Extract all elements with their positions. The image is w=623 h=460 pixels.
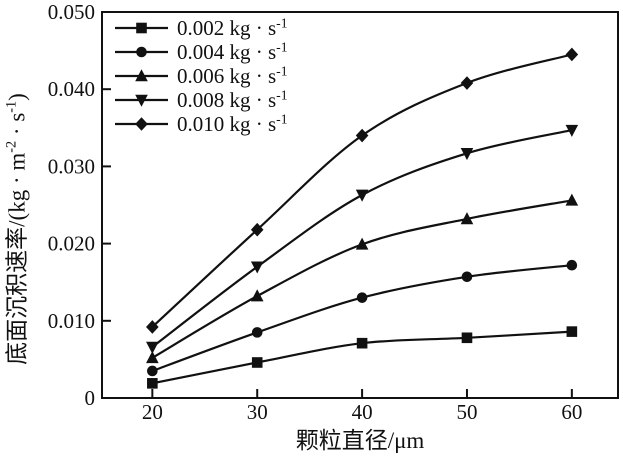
data-point-marker bbox=[251, 327, 263, 338]
axis-title-sup: -2 bbox=[3, 140, 20, 153]
data-point-marker bbox=[251, 357, 263, 368]
y-tick-label: 0 bbox=[85, 386, 96, 410]
data-point-marker bbox=[146, 341, 159, 354]
plot-frame bbox=[101, 11, 619, 399]
x-tick-label: 20 bbox=[142, 400, 163, 424]
data-point-marker bbox=[566, 326, 578, 337]
data-point-marker bbox=[250, 289, 264, 302]
data-point-marker bbox=[250, 261, 264, 274]
axis-title-text: 底面沉积速率/(kg · m bbox=[4, 152, 30, 365]
legend-marker-icon bbox=[136, 22, 147, 34]
y-tick-label: 0.040 bbox=[48, 77, 95, 101]
data-point-marker bbox=[461, 332, 473, 344]
data-point-marker bbox=[565, 47, 579, 62]
data-point-marker bbox=[565, 193, 579, 206]
legend-marker-icon bbox=[136, 46, 147, 58]
legend-item: 0.002 kg · s-1 bbox=[115, 15, 288, 40]
legend-item: 0.006 kg · s-1 bbox=[115, 63, 288, 88]
legend-label: 0.006 kg · s-1 bbox=[177, 63, 288, 88]
y-tick-label: 0.050 bbox=[48, 0, 95, 24]
data-point-marker bbox=[147, 365, 158, 377]
data-point-marker bbox=[460, 147, 474, 161]
data-point-marker bbox=[460, 76, 474, 90]
data-point-marker bbox=[146, 351, 159, 364]
x-tick-label: 30 bbox=[247, 400, 268, 424]
data-point-marker bbox=[461, 271, 473, 283]
legend-item: 0.008 kg · s-1 bbox=[115, 87, 288, 112]
data-point-marker bbox=[460, 212, 474, 225]
x-tick-label: 40 bbox=[352, 400, 373, 424]
data-point-marker bbox=[146, 320, 159, 334]
legend-marker-icon bbox=[135, 94, 148, 107]
y-tick-label: 0.030 bbox=[48, 154, 95, 178]
legend-label: 0.004 kg · s-1 bbox=[177, 39, 288, 64]
data-point-marker bbox=[356, 292, 368, 303]
axis-title-text: 颗粒直径/μm bbox=[295, 428, 425, 453]
y-tick-label: 0.020 bbox=[48, 232, 95, 256]
legend-label: 0.002 kg · s-1 bbox=[177, 15, 288, 40]
y-axis-title: 底面沉积速率/(kg · m-2 · s-1) bbox=[3, 93, 30, 365]
axis-title-sup: -1 bbox=[3, 100, 20, 113]
legend-marker-icon bbox=[135, 117, 148, 131]
legend-item: 0.010 kg · s-1 bbox=[115, 111, 288, 136]
axis-title-text: ) bbox=[4, 93, 30, 101]
legend-item: 0.004 kg · s-1 bbox=[115, 39, 288, 64]
data-point-marker bbox=[566, 259, 578, 271]
x-tick-label: 60 bbox=[561, 400, 582, 424]
series-line-1 bbox=[151, 264, 573, 373]
series-line-2 bbox=[151, 199, 573, 359]
data-point-marker bbox=[565, 124, 579, 137]
legend-label: 0.008 kg · s-1 bbox=[177, 87, 288, 112]
legend-marker-icon bbox=[135, 69, 148, 82]
data-point-marker bbox=[355, 128, 369, 143]
data-point-marker bbox=[355, 237, 369, 250]
data-point-marker bbox=[355, 189, 369, 202]
data-point-marker bbox=[356, 337, 368, 349]
y-tick-label: 0.010 bbox=[48, 309, 95, 333]
legend-label: 0.010 kg · s-1 bbox=[177, 111, 288, 136]
x-axis-title: 颗粒直径/μm bbox=[102, 428, 618, 453]
data-point-marker bbox=[250, 222, 264, 237]
data-point-marker bbox=[147, 378, 158, 389]
x-tick-label: 50 bbox=[456, 400, 477, 424]
axis-title-text: · s bbox=[4, 112, 30, 141]
